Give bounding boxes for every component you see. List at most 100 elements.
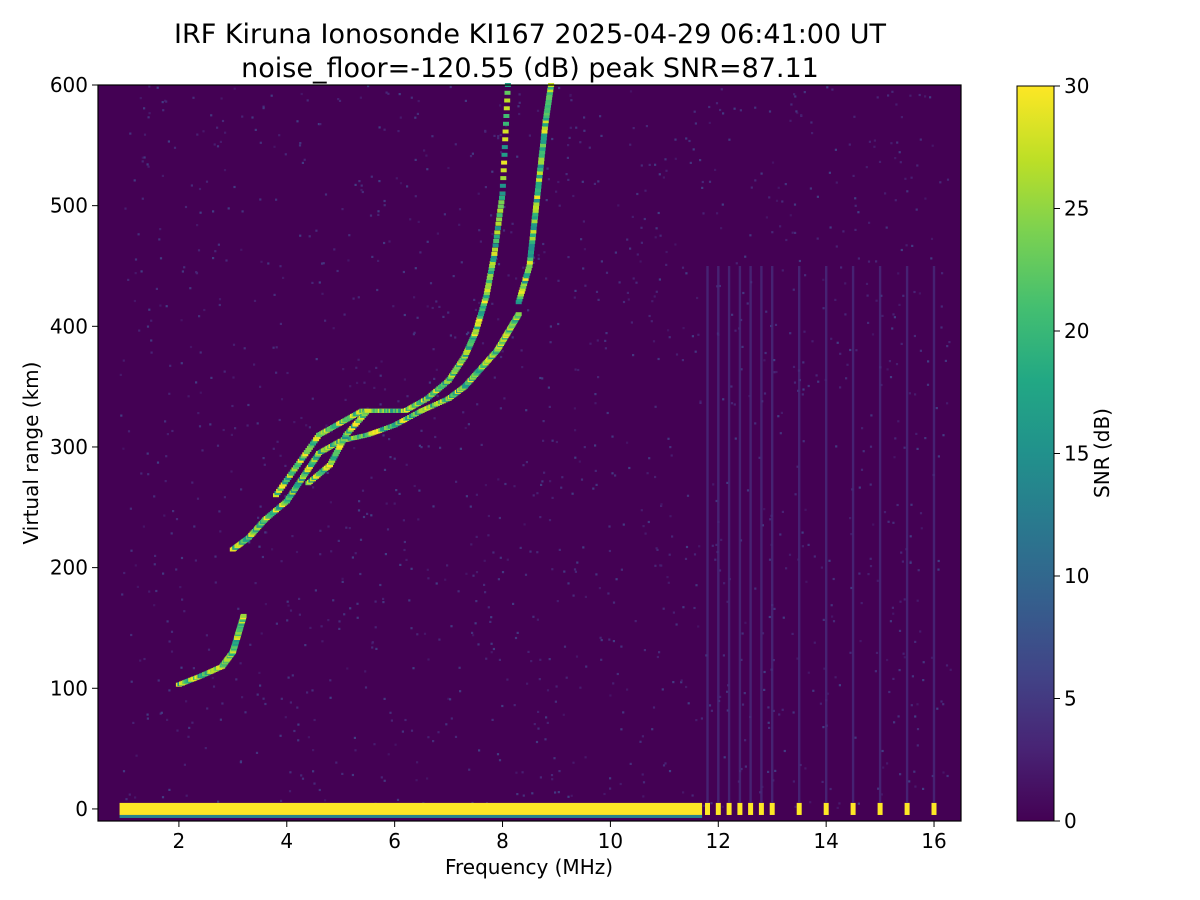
noise-cell — [362, 515, 366, 519]
noise-cell — [517, 105, 520, 108]
noise-cell — [370, 476, 373, 479]
trace-2-cell — [302, 452, 309, 457]
noise-cell — [781, 510, 784, 513]
noise-cell — [805, 580, 808, 583]
noise-cell — [835, 181, 838, 184]
noise-cell — [141, 156, 144, 159]
noise-cell — [546, 167, 549, 170]
noise-cell — [521, 366, 524, 369]
noise-cell — [533, 723, 536, 726]
noise-cell — [548, 658, 551, 661]
noise-cell — [449, 85, 452, 89]
noise-cell — [886, 762, 889, 765]
noise-cell — [583, 129, 586, 132]
noise-cell — [855, 349, 858, 352]
noise-cell — [744, 765, 747, 768]
noise-cell — [500, 355, 503, 359]
noise-cell — [469, 155, 473, 158]
trace-4-cell — [530, 233, 536, 237]
noise-cell — [910, 503, 913, 506]
noise-cell — [940, 326, 943, 329]
noise-cell — [398, 492, 401, 495]
noise-cell — [666, 576, 669, 579]
noise-cell — [726, 600, 729, 603]
trace-4-cell — [545, 103, 551, 108]
trace-4-cell — [531, 222, 538, 227]
noise-cell — [183, 763, 186, 766]
trace-4-cell — [535, 181, 542, 186]
noise-cell — [653, 295, 656, 298]
noise-cell — [712, 483, 715, 486]
noise-cell — [399, 563, 402, 566]
noise-cell — [831, 615, 834, 618]
noise-cell — [532, 256, 536, 259]
noise-cell — [165, 305, 168, 308]
noise-cell — [203, 308, 206, 312]
noise-cell — [492, 551, 495, 554]
noise-cell — [763, 670, 766, 674]
noise-cell — [185, 700, 188, 703]
trace-4-cell — [533, 205, 539, 210]
noise-cell — [199, 351, 202, 354]
noise-cell — [672, 681, 675, 684]
noise-cell — [450, 625, 453, 628]
noise-cell — [377, 210, 380, 213]
trace-4-cell — [540, 139, 547, 144]
noise-cell — [406, 395, 409, 398]
noise-cell — [702, 804, 705, 807]
noise-cell — [382, 601, 385, 604]
noise-cell — [845, 377, 848, 380]
noise-cell — [485, 657, 488, 660]
noise-cell — [289, 609, 293, 612]
noise-cell — [417, 100, 420, 103]
noise-cell — [545, 199, 548, 202]
noise-cell — [659, 234, 662, 237]
noise-cell — [908, 780, 911, 783]
noise-cell — [496, 753, 500, 756]
colorbar-tick-label: 15 — [1064, 442, 1089, 466]
noise-cell — [431, 306, 434, 310]
noise-cell — [326, 471, 329, 474]
noise-cell — [674, 138, 677, 141]
noise-cell — [594, 469, 597, 472]
trace-4-cell — [545, 101, 552, 106]
trace-4-cell — [537, 164, 544, 168]
noise-cell — [889, 376, 893, 379]
noise-cell — [416, 316, 419, 319]
noise-cell — [555, 190, 558, 193]
noise-cell — [315, 229, 318, 232]
noise-cell — [371, 646, 374, 649]
noise-cell — [197, 249, 201, 252]
noise-cell — [259, 684, 262, 687]
noise-cell — [620, 568, 623, 571]
noise-cell — [532, 261, 535, 264]
noise-cell — [636, 253, 639, 256]
noise-cell — [719, 108, 722, 112]
noise-cell — [385, 91, 388, 94]
noise-cell — [532, 615, 535, 618]
noise-cell — [270, 94, 273, 97]
noise-cell — [880, 793, 883, 796]
noise-cell — [830, 337, 833, 340]
noise-cell — [129, 132, 132, 135]
trace-4-cell — [542, 122, 549, 127]
noise-cell — [397, 130, 400, 133]
trace-4-cell — [526, 260, 533, 265]
noise-cell — [300, 92, 303, 96]
noise-cell — [643, 217, 646, 221]
noise-cell — [524, 573, 528, 576]
noise-cell — [161, 101, 164, 104]
noise-cell — [275, 371, 278, 374]
noise-cell — [862, 450, 865, 453]
channel-column — [932, 265, 936, 803]
trace-2-cell — [494, 230, 501, 235]
trace-4-cell — [542, 119, 549, 124]
noise-cell — [412, 667, 415, 670]
noise-cell — [685, 685, 688, 689]
noise-cell — [542, 242, 545, 246]
noise-cell — [146, 163, 149, 166]
noise-cell — [284, 495, 287, 498]
noise-cell — [165, 100, 168, 103]
noise-cell — [366, 512, 369, 515]
noise-cell — [611, 472, 614, 475]
